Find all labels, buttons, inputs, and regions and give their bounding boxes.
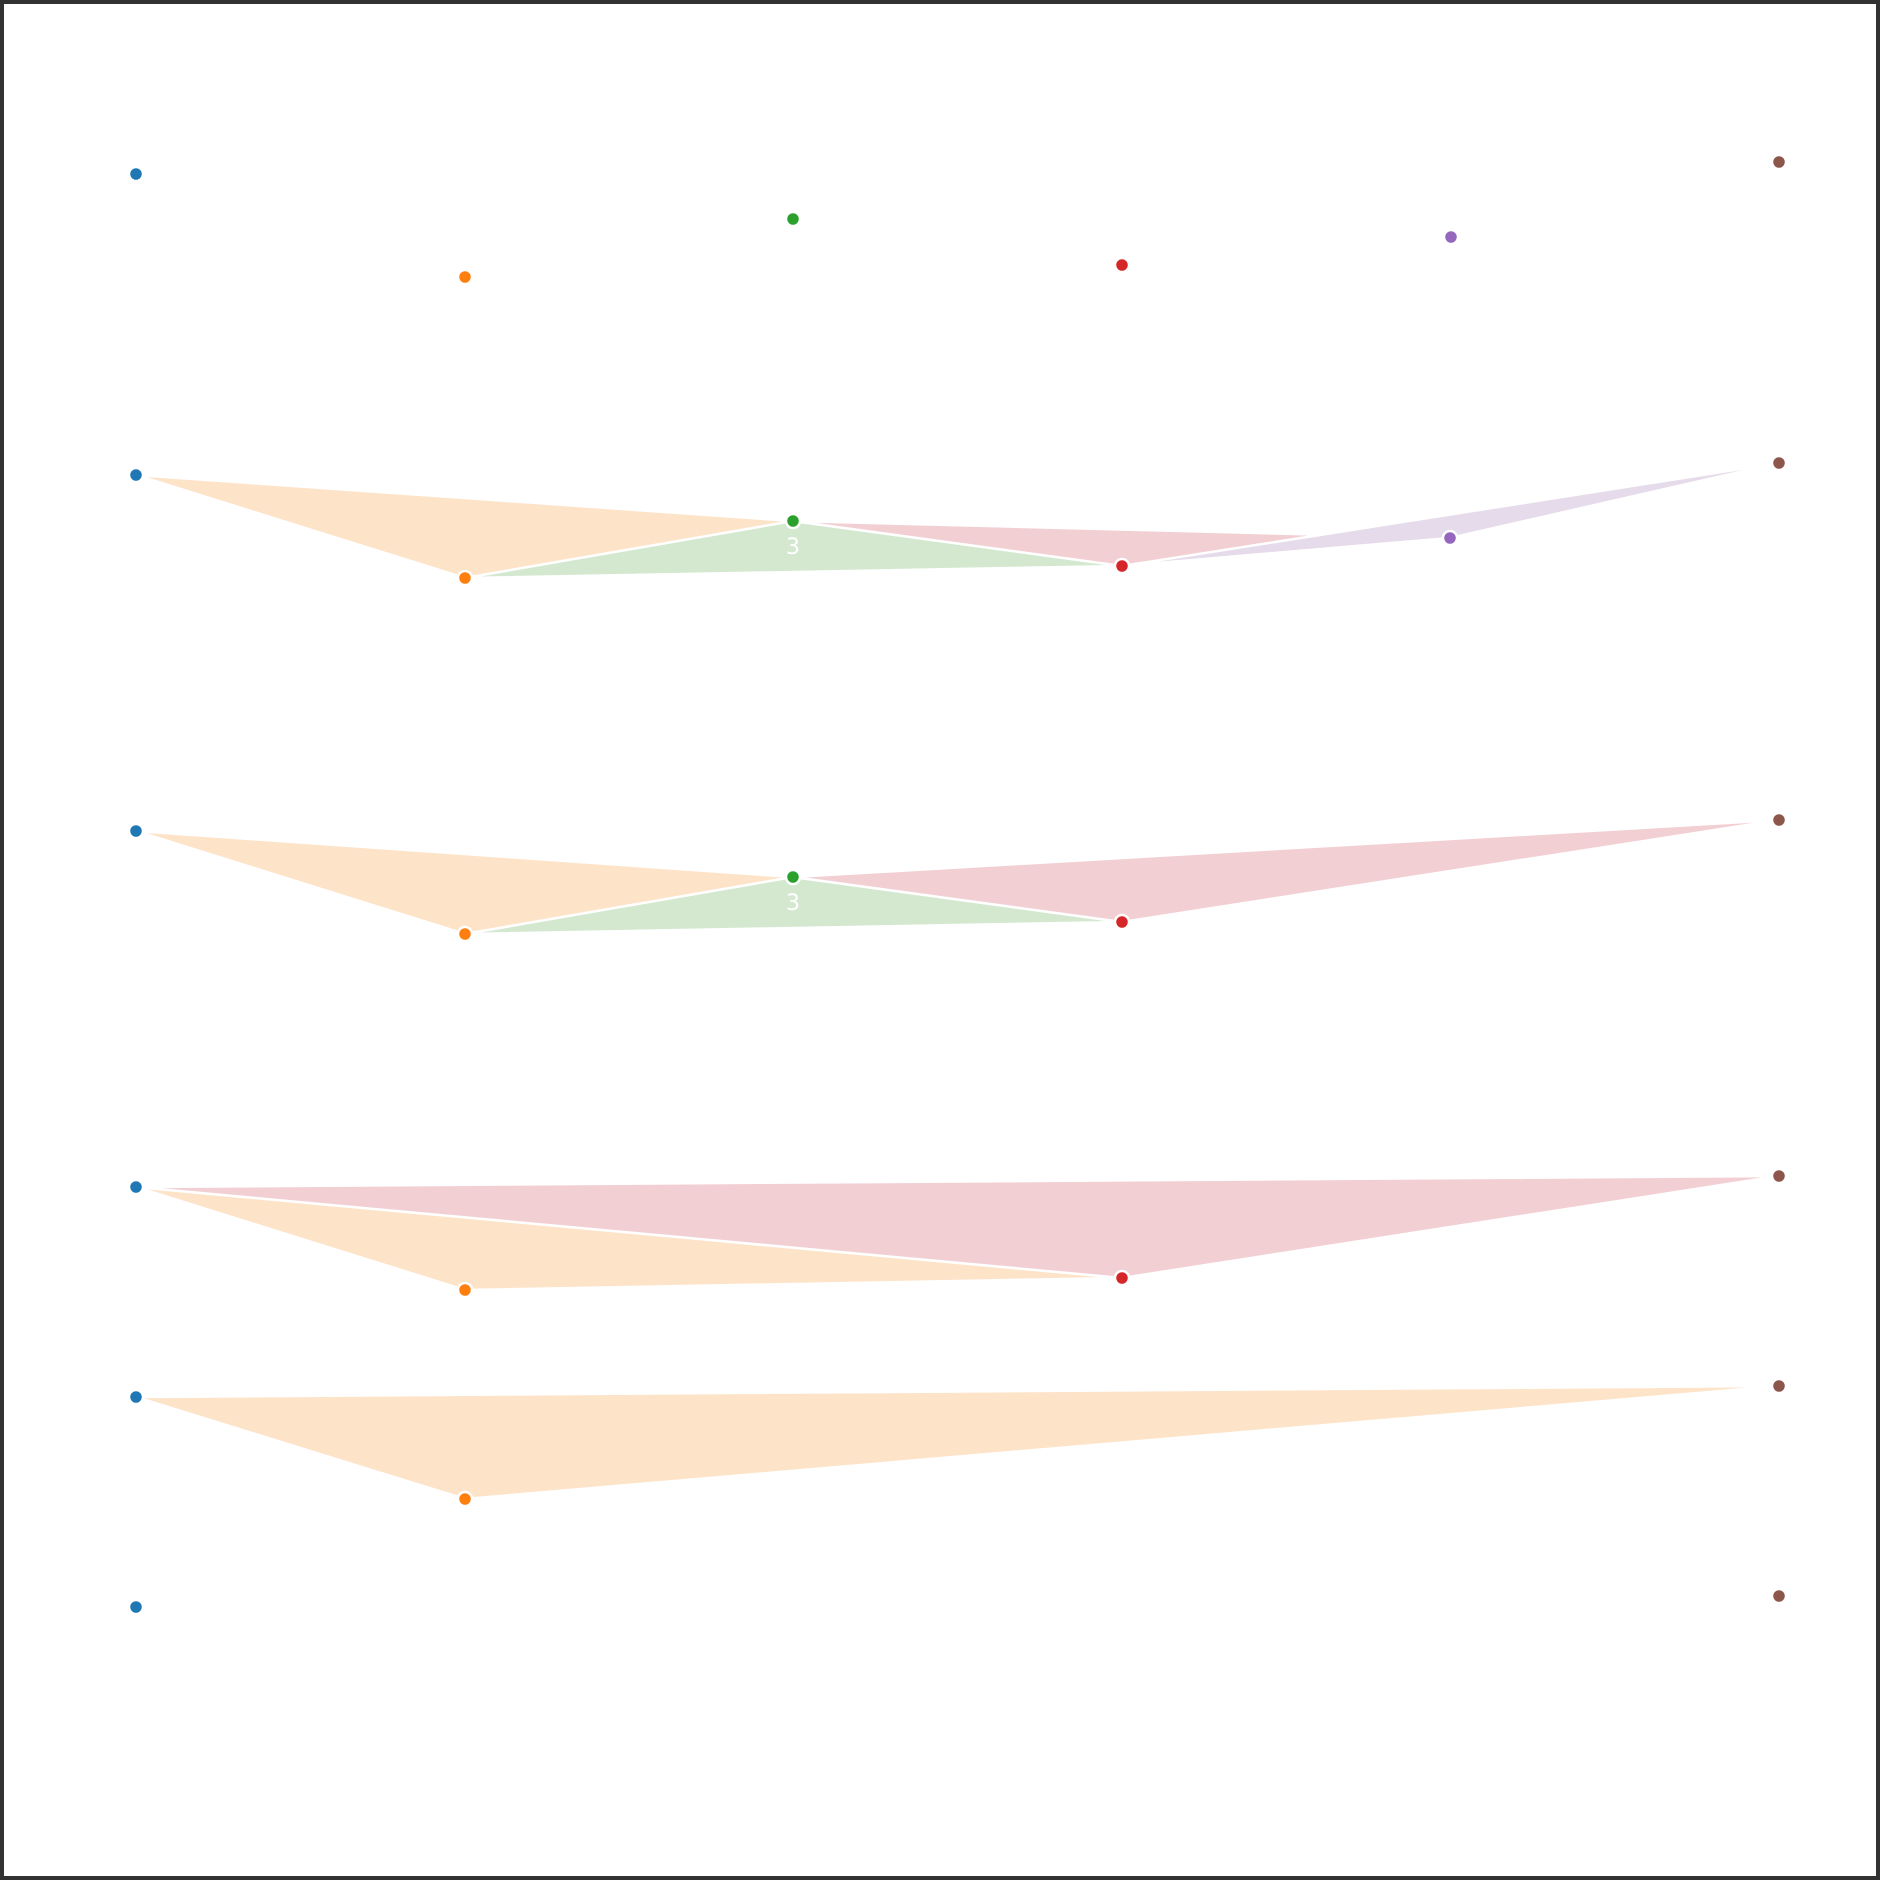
stage-1-point-p0 — [127, 165, 145, 183]
stage-2-point-p4 — [1441, 529, 1459, 547]
stage-3-triangle-p2-p3-p5 — [792, 818, 1780, 924]
stage-1-point-p3 — [1113, 256, 1131, 274]
stage-6-group — [127, 1587, 1788, 1616]
stage-5-point-p5 — [1770, 1377, 1788, 1395]
stage-6-point-p5 — [1770, 1587, 1788, 1605]
stage-4-point-p5 — [1770, 1167, 1788, 1185]
stage-3-vertex-label: 3 — [786, 891, 800, 916]
stage-1-point-p2 — [784, 210, 802, 228]
stage-4-point-p0 — [127, 1178, 145, 1196]
stage-5-triangle-p0-p1-p5 — [135, 1384, 1780, 1501]
stage-3-point-p0 — [127, 822, 145, 840]
stage-1-point-p1 — [456, 268, 474, 286]
stage-3-group: 3 — [127, 811, 1788, 943]
stage-3-point-p2 — [784, 868, 802, 886]
stage-2-point-p3 — [1113, 557, 1131, 575]
stage-4-point-p1 — [456, 1281, 474, 1299]
stage-2-triangle-p3-p4-p5 — [1121, 461, 1780, 568]
stage-5-group — [127, 1377, 1788, 1508]
stage-5-point-p1 — [456, 1490, 474, 1508]
stage-2-point-p0 — [127, 466, 145, 484]
stage-1-group — [127, 153, 1788, 286]
stage-3-point-p5 — [1770, 811, 1788, 829]
stage-6-point-p0 — [127, 1598, 145, 1616]
stage-4-triangle-p0-p3-p5 — [135, 1174, 1780, 1280]
stage-4-group — [127, 1167, 1788, 1299]
stage-5-point-p0 — [127, 1388, 145, 1406]
stage-2-point-p2 — [784, 512, 802, 530]
stage-2-point-p1 — [456, 569, 474, 587]
stage-1-point-p5 — [1770, 153, 1788, 171]
stage-2-group: 3 — [127, 454, 1788, 587]
stage-3-point-p3 — [1113, 913, 1131, 931]
stage-3-point-p1 — [456, 925, 474, 943]
stage-4-point-p3 — [1113, 1269, 1131, 1287]
stage-2-vertex-label: 3 — [786, 535, 800, 560]
stage-2-point-p5 — [1770, 454, 1788, 472]
stage-1-point-p4 — [1442, 228, 1460, 246]
